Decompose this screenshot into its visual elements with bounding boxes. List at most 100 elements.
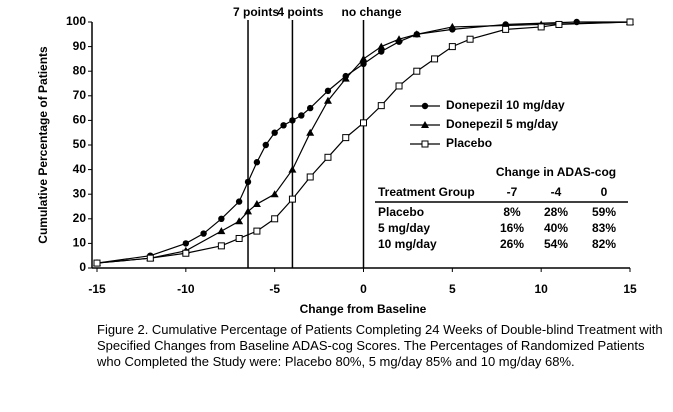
- marker: [262, 141, 269, 149]
- marker: [341, 74, 350, 82]
- marker: [288, 195, 296, 203]
- table-cell: 8%: [503, 205, 521, 219]
- marker: [182, 249, 190, 257]
- y-tick-label: 60: [73, 113, 87, 127]
- table-cell: 83%: [592, 221, 616, 235]
- marker: [217, 227, 226, 235]
- marker: [360, 119, 367, 127]
- y-tick-label: 70: [73, 88, 87, 102]
- table-cell: 40%: [544, 221, 568, 235]
- y-tick-label: 30: [73, 186, 87, 200]
- marker: [289, 117, 296, 124]
- x-tick-label: 10: [534, 282, 548, 296]
- marker: [244, 207, 253, 215]
- reference-label: no change: [341, 5, 401, 19]
- marker: [252, 200, 261, 208]
- marker: [377, 102, 385, 110]
- table-header: 0: [601, 185, 608, 199]
- marker: [395, 35, 404, 43]
- marker: [412, 30, 421, 38]
- marker: [378, 48, 385, 55]
- table-cell: Placebo: [378, 205, 424, 219]
- x-tick-label: 5: [449, 282, 456, 296]
- marker: [146, 254, 154, 262]
- marker: [421, 140, 429, 148]
- reference-label: 4 points: [277, 5, 323, 19]
- marker: [324, 87, 332, 95]
- table-cell: 16%: [500, 221, 524, 235]
- y-tick-label: 100: [66, 14, 86, 28]
- legend-label: Donepezil 10 mg/day: [446, 98, 565, 112]
- marker: [200, 230, 207, 237]
- marker: [235, 234, 243, 242]
- marker: [324, 153, 332, 161]
- marker: [306, 128, 315, 136]
- x-tick-label: -10: [177, 282, 195, 296]
- x-tick-label: -15: [88, 282, 106, 296]
- marker: [413, 67, 421, 75]
- table-cell: 5 mg/day: [378, 221, 430, 235]
- marker: [288, 165, 297, 173]
- y-tick-label: 20: [73, 211, 87, 225]
- table-title: Change in ADAS-cog: [496, 165, 616, 179]
- y-tick-label: 10: [73, 236, 87, 250]
- y-axis-label: Cumulative Percentage of Patients: [36, 46, 50, 244]
- marker: [235, 198, 243, 205]
- x-tick-label: -5: [269, 282, 280, 296]
- table-cell: 26%: [500, 237, 524, 251]
- y-tick-label: 0: [79, 260, 86, 274]
- marker: [431, 55, 439, 63]
- marker: [244, 178, 252, 186]
- marker: [555, 20, 563, 28]
- x-tick-label: 15: [623, 282, 637, 296]
- marker: [360, 60, 367, 68]
- table-cell: 59%: [592, 205, 616, 219]
- marker: [421, 121, 429, 128]
- marker: [466, 35, 474, 43]
- x-axis-label: Change from Baseline: [300, 302, 427, 316]
- marker: [280, 122, 287, 129]
- y-tick-label: 40: [73, 162, 87, 176]
- marker: [271, 129, 278, 136]
- marker: [253, 227, 261, 235]
- marker: [306, 173, 314, 181]
- marker: [298, 112, 305, 119]
- marker: [448, 22, 457, 30]
- y-tick-label: 80: [73, 63, 87, 77]
- marker: [342, 134, 350, 142]
- table-cell: 10 mg/day: [378, 237, 437, 251]
- table-header: -4: [551, 185, 562, 199]
- marker: [359, 54, 368, 62]
- marker: [323, 96, 332, 104]
- marker: [307, 104, 314, 112]
- legend-label: Donepezil 5 mg/day: [446, 117, 558, 131]
- y-tick-label: 50: [73, 137, 87, 151]
- marker: [253, 159, 261, 166]
- reference-label: 7 points: [233, 5, 279, 19]
- marker: [182, 240, 190, 247]
- marker: [502, 25, 510, 33]
- marker: [218, 215, 225, 222]
- table-cell: 82%: [592, 237, 616, 251]
- series-line: [96, 21, 631, 264]
- marker: [448, 43, 456, 51]
- marker: [626, 18, 634, 26]
- y-tick-label: 90: [73, 39, 87, 53]
- marker: [395, 82, 403, 90]
- table-header: -7: [507, 185, 518, 199]
- marker: [217, 242, 225, 250]
- table-header: Treatment Group: [378, 185, 475, 199]
- marker: [377, 42, 386, 50]
- table-cell: 28%: [544, 205, 568, 219]
- marker: [421, 102, 429, 110]
- x-tick-label: 0: [360, 282, 367, 296]
- legend-label: Placebo: [446, 136, 492, 150]
- table-cell: 54%: [544, 237, 568, 251]
- marker: [235, 217, 244, 225]
- marker: [93, 259, 101, 267]
- marker: [537, 23, 545, 31]
- marker: [270, 190, 279, 198]
- marker: [271, 215, 279, 223]
